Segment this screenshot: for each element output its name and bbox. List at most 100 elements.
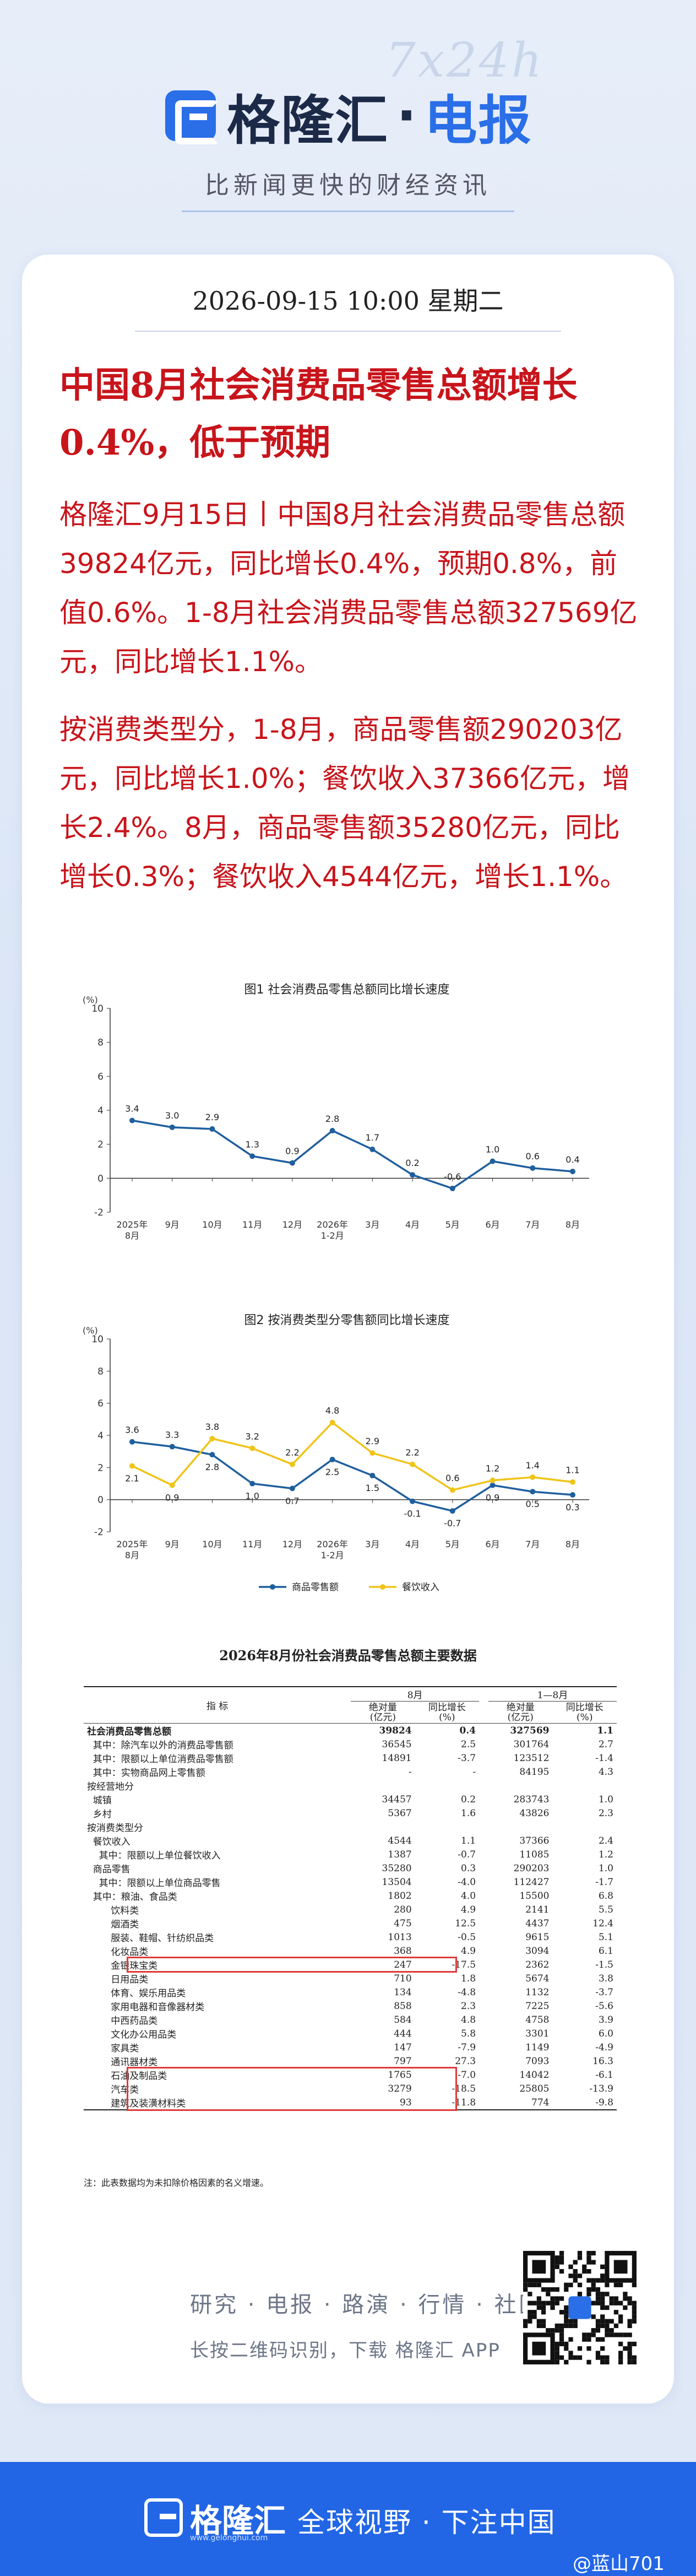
qr-module: [536, 2296, 541, 2301]
series-line-1: [132, 1421, 573, 1492]
footer-brand: 格隆汇: [190, 2502, 286, 2540]
qr-module: [528, 2292, 532, 2297]
qr-module: [600, 2319, 605, 2324]
brand-subtitle: 电报: [424, 89, 532, 152]
qr-module: [573, 2260, 578, 2265]
x-tick-label: 8月: [125, 1550, 139, 1560]
x-tick-label: 2025年: [117, 1539, 148, 1549]
qr-module: [613, 2296, 619, 2301]
y-tick-label: 8: [97, 1366, 104, 1377]
data-label: 0.9: [285, 1146, 299, 1157]
qr-module: [609, 2319, 614, 2324]
table-cell-month-abs: 368: [394, 1945, 412, 1957]
table-cell-month-abs: 584: [394, 2014, 412, 2026]
table-cell-ytd-abs: [488, 1779, 552, 1792]
data-label: 0.3: [566, 1502, 579, 1513]
table-cell-month-yoy: -7.0: [458, 2069, 476, 2081]
data-point: [449, 1185, 455, 1191]
header-watermark: 7x24h: [385, 33, 545, 88]
table-cell-month-abs: 13504: [382, 1876, 412, 1888]
table-row: 通讯器材类 797 27.3 7093 16.3: [84, 2054, 617, 2069]
qr-module: [564, 2319, 569, 2324]
table-cell-label: 文化办公用品类: [87, 2029, 177, 2040]
qr-module: [609, 2332, 614, 2337]
qr-module: [546, 2292, 551, 2297]
table-cell-ytd-yoy: 3.9: [598, 2014, 613, 2026]
y-tick-label: 0: [97, 1495, 104, 1506]
data-point: [410, 1172, 416, 1178]
qr-code-icon[interactable]: [523, 2251, 637, 2364]
qr-module: [595, 2300, 601, 2305]
data-point: [169, 1482, 175, 1488]
table-title: 2026年8月份社会消费品零售总额主要数据: [219, 1648, 477, 1664]
table-cell-month-abs: 35280: [382, 1862, 412, 1874]
table-cell-month-yoy: -18.5: [452, 2083, 476, 2094]
table-cell-ytd-abs: 37366: [519, 1835, 550, 1846]
qr-module: [532, 2314, 537, 2319]
table-cell-ytd-yoy: 12.4: [592, 1918, 613, 1929]
qr-module: [605, 2305, 610, 2310]
y-tick-label: 10: [91, 1334, 104, 1345]
table-cell-ytd-abs: 3301: [525, 2028, 550, 2039]
qr-module: [568, 2323, 573, 2329]
qr-finder-core: [532, 2260, 546, 2274]
qr-module: [623, 2292, 628, 2297]
qr-module: [586, 2255, 591, 2260]
x-tick-label: 11月: [242, 1219, 262, 1230]
brand-separator: ·: [396, 85, 417, 147]
table-cell-month-yoy: 0.2: [461, 1794, 476, 1805]
table-cell-month-abs: 1013: [388, 1931, 412, 1943]
table-row: 其中：限额以上单位消费品零售额 14891 -3.7 123512 -1.4: [84, 1751, 617, 1765]
table-cell-month-yoy: 5.8: [461, 2028, 476, 2039]
table-cell-month-yoy: -3.7: [458, 1752, 476, 1764]
table-cell-month-abs: 34457: [382, 1794, 412, 1805]
table-cell-ytd-abs: 7225: [525, 2000, 550, 2012]
qr-module: [609, 2296, 614, 2301]
table-cell-ytd-yoy: -4.9: [595, 2042, 613, 2053]
qr-module: [568, 2273, 573, 2278]
table-cell-ytd-abs: 15500: [519, 1890, 550, 1902]
table-header-month-abs: 绝对量 (亿元): [351, 1701, 415, 1724]
qr-module: [586, 2260, 591, 2265]
table-cell-label: 按经营地分: [87, 1781, 134, 1792]
qr-module: [573, 2319, 578, 2324]
y-tick-label: 0: [97, 1173, 104, 1184]
table-cell-month-yoy: 1.6: [461, 1807, 476, 1819]
qr-module: [586, 2332, 591, 2337]
data-point: [369, 1450, 376, 1456]
table-row: 按消费类型分: [84, 1820, 617, 1834]
qr-module: [536, 2319, 541, 2324]
qr-module: [523, 2287, 528, 2292]
highlight-box-oil-auto-building: [127, 2067, 457, 2111]
footer-links[interactable]: 研究 · 电报 · 路演 · 行情 · 社区: [190, 2292, 543, 2318]
data-point: [530, 1489, 536, 1495]
gelonghui-logo-icon: [165, 90, 219, 144]
table-cell-ytd-abs: 14042: [519, 2069, 550, 2081]
data-point: [169, 1124, 175, 1130]
data-point: [209, 1126, 215, 1132]
qr-module: [536, 2300, 541, 2305]
qr-module: [546, 2287, 551, 2292]
qr-module: [632, 2341, 637, 2347]
qr-module: [609, 2300, 614, 2305]
qr-module: [627, 2332, 632, 2337]
data-label: 0.2: [405, 1158, 419, 1168]
data-label: 2.9: [205, 1112, 219, 1122]
y-tick-label: -2: [94, 1527, 104, 1538]
table-cell-ytd-yoy: -3.7: [595, 1986, 613, 1998]
table-cell-ytd-yoy: 4.3: [598, 1766, 613, 1778]
y-tick-label: 4: [97, 1105, 104, 1116]
data-label: 2.2: [285, 1448, 299, 1458]
table-row: 其中：限额以上单位商品零售 13504 -4.0 112427 -1.7: [84, 1875, 617, 1889]
scan-note: 长按二维码识别，下载 格隆汇 APP: [190, 2340, 501, 2362]
qr-module: [523, 2323, 528, 2329]
table-row: 商品零售 35280 0.3 290203 1.0: [84, 1861, 617, 1876]
table-header-indicator: 指 标: [84, 1686, 351, 1724]
table-cell-label: 按消费类型分: [87, 1823, 143, 1834]
datetime-divider: [135, 331, 561, 332]
qr-module: [554, 2359, 559, 2364]
qr-module: [577, 2255, 583, 2260]
table-cell-label: 金银珠宝类: [87, 1961, 158, 1972]
table-cell-label: 中西药品类: [87, 2016, 158, 2027]
